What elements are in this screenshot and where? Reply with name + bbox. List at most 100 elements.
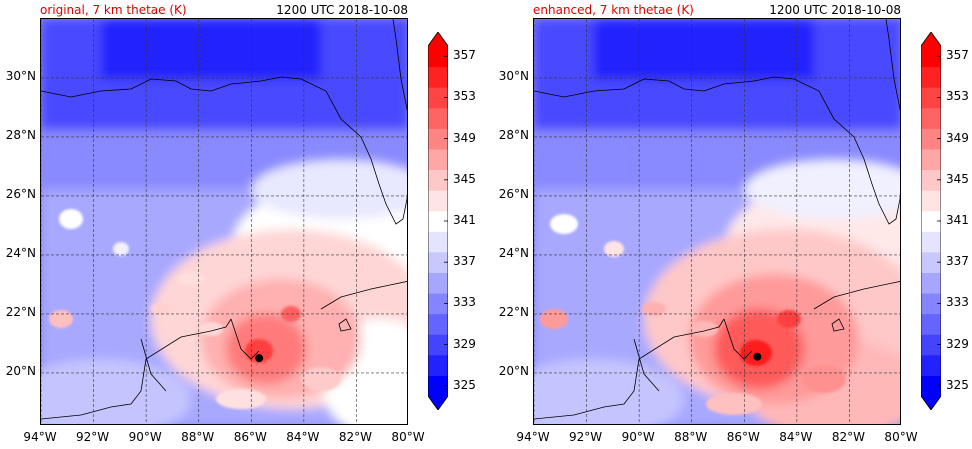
colorbar-segment — [921, 251, 941, 273]
colorbar-tick-label: 341 — [946, 213, 969, 227]
colorbar-segment — [428, 66, 448, 88]
colorbar-tick-label: 345 — [453, 171, 476, 186]
lat-tick-label: 22°N — [5, 304, 36, 319]
lat-tick-label: 30°N — [498, 68, 529, 83]
colorbar-tick-label: 341 — [453, 213, 476, 227]
lat-tick-label: 26°N — [498, 186, 529, 201]
colorbar-segment — [921, 128, 941, 150]
map-original — [40, 18, 408, 425]
colorbar-tick-label: 349 — [453, 130, 476, 145]
colorbar-graphic — [920, 31, 942, 411]
colorbar-tick-label: 353 — [946, 89, 969, 104]
colorbar-segment — [428, 251, 448, 273]
map-enhanced — [533, 18, 901, 425]
lat-tick-label: 26°N — [5, 186, 36, 201]
colorbar-segment — [428, 107, 448, 129]
colorbar-segment — [428, 87, 448, 109]
colorbar-segment — [428, 169, 448, 191]
lat-tick-label: 24°N — [5, 245, 36, 260]
colorbar — [920, 31, 942, 411]
lon-tick-label: 80°W — [391, 430, 425, 444]
colorbar-segment — [428, 313, 448, 335]
lat-tick-label: 20°N — [498, 363, 529, 378]
colorbar-tick-label: 353 — [453, 89, 476, 104]
lon-tick-label: 88°W — [181, 430, 215, 444]
colorbar-segment — [921, 375, 941, 397]
lon-tick-label: 90°W — [621, 430, 655, 444]
panel-enhanced: enhanced, 7 km thetae (K) 1200 UTC 2018-… — [493, 0, 972, 449]
lon-tick-label: 86°W — [726, 430, 760, 444]
colorbar-segment — [921, 190, 941, 212]
colorbar-segment — [428, 210, 448, 232]
colorbar-tick-label: 325 — [453, 377, 476, 392]
lon-tick-label: 82°W — [338, 430, 372, 444]
colorbar-tick-label: 357 — [453, 48, 476, 63]
colorbar-segment — [921, 107, 941, 129]
colorbar-segment — [428, 190, 448, 212]
storm-center-marker — [255, 354, 264, 363]
colorbar-segment — [428, 293, 448, 315]
panel-timestamp: 1200 UTC 2018-10-08 — [769, 3, 901, 17]
colorbar-segment — [428, 231, 448, 253]
panel-original: original, 7 km thetae (K) 1200 UTC 2018-… — [0, 0, 485, 449]
lat-tick-label: 22°N — [498, 304, 529, 319]
lat-tick-label: 30°N — [5, 68, 36, 83]
lon-tick-label: 94°W — [23, 430, 57, 444]
lon-tick-label: 82°W — [831, 430, 865, 444]
coastlines — [41, 19, 407, 420]
colorbar-segment — [428, 272, 448, 294]
colorbar-graphic — [427, 31, 449, 411]
lon-tick-label: 86°W — [233, 430, 267, 444]
colorbar-segment — [921, 210, 941, 232]
panel-title: original, 7 km thetae (K) — [40, 3, 187, 17]
colorbar-segment — [921, 148, 941, 171]
colorbar-segment — [921, 272, 941, 294]
coastlines — [534, 19, 900, 420]
panel-timestamp: 1200 UTC 2018-10-08 — [276, 3, 408, 17]
lat-tick-label: 28°N — [5, 127, 36, 142]
colorbar-segment — [921, 354, 941, 376]
lat-tick-label: 20°N — [5, 363, 36, 378]
colorbar-tick-label: 337 — [946, 254, 969, 269]
lon-tick-label: 94°W — [516, 430, 550, 444]
lat-tick-label: 28°N — [498, 127, 529, 142]
colorbar-tick-label: 333 — [946, 295, 969, 310]
colorbar-tick-label: 357 — [946, 48, 969, 63]
colorbar-segment — [428, 375, 448, 397]
colorbar-segment — [921, 169, 941, 191]
colorbar-segment — [428, 148, 448, 171]
gridlines — [534, 19, 900, 424]
colorbar-segment — [428, 46, 448, 68]
colorbar-segment — [428, 354, 448, 376]
lon-tick-label: 92°W — [75, 430, 110, 444]
colorbar-extend-max — [428, 32, 448, 46]
colorbar-extend-min — [921, 396, 941, 410]
colorbar-segment — [921, 293, 941, 315]
colorbar-segment — [921, 66, 941, 88]
colorbar-tick-label: 329 — [946, 336, 969, 351]
colorbar-tick-label: 349 — [946, 130, 969, 145]
colorbar-extend-min — [428, 396, 448, 410]
colorbar-segment — [921, 231, 941, 253]
lon-tick-label: 88°W — [674, 430, 708, 444]
lon-tick-label: 80°W — [884, 430, 918, 444]
colorbar-tick-label: 345 — [946, 171, 969, 186]
lon-tick-label: 84°W — [779, 430, 813, 444]
lon-tick-label: 92°W — [568, 430, 603, 444]
colorbar-tick-label: 329 — [453, 336, 476, 351]
colorbar-segment — [921, 334, 941, 356]
colorbar-segment — [428, 334, 448, 356]
colorbar-tick-label: 337 — [453, 254, 476, 269]
lon-tick-label: 84°W — [286, 430, 320, 444]
colorbar-tick-label: 325 — [946, 377, 969, 392]
colorbar-extend-max — [921, 32, 941, 46]
gridlines — [41, 19, 407, 424]
colorbar-segment — [921, 313, 941, 335]
storm-center-marker — [753, 352, 762, 361]
panel-title: enhanced, 7 km thetae (K) — [533, 3, 694, 17]
colorbar-tick-label: 333 — [453, 295, 476, 310]
lat-tick-label: 24°N — [498, 245, 529, 260]
colorbar-segment — [921, 87, 941, 109]
colorbar — [427, 31, 449, 411]
colorbar-segment — [428, 128, 448, 150]
